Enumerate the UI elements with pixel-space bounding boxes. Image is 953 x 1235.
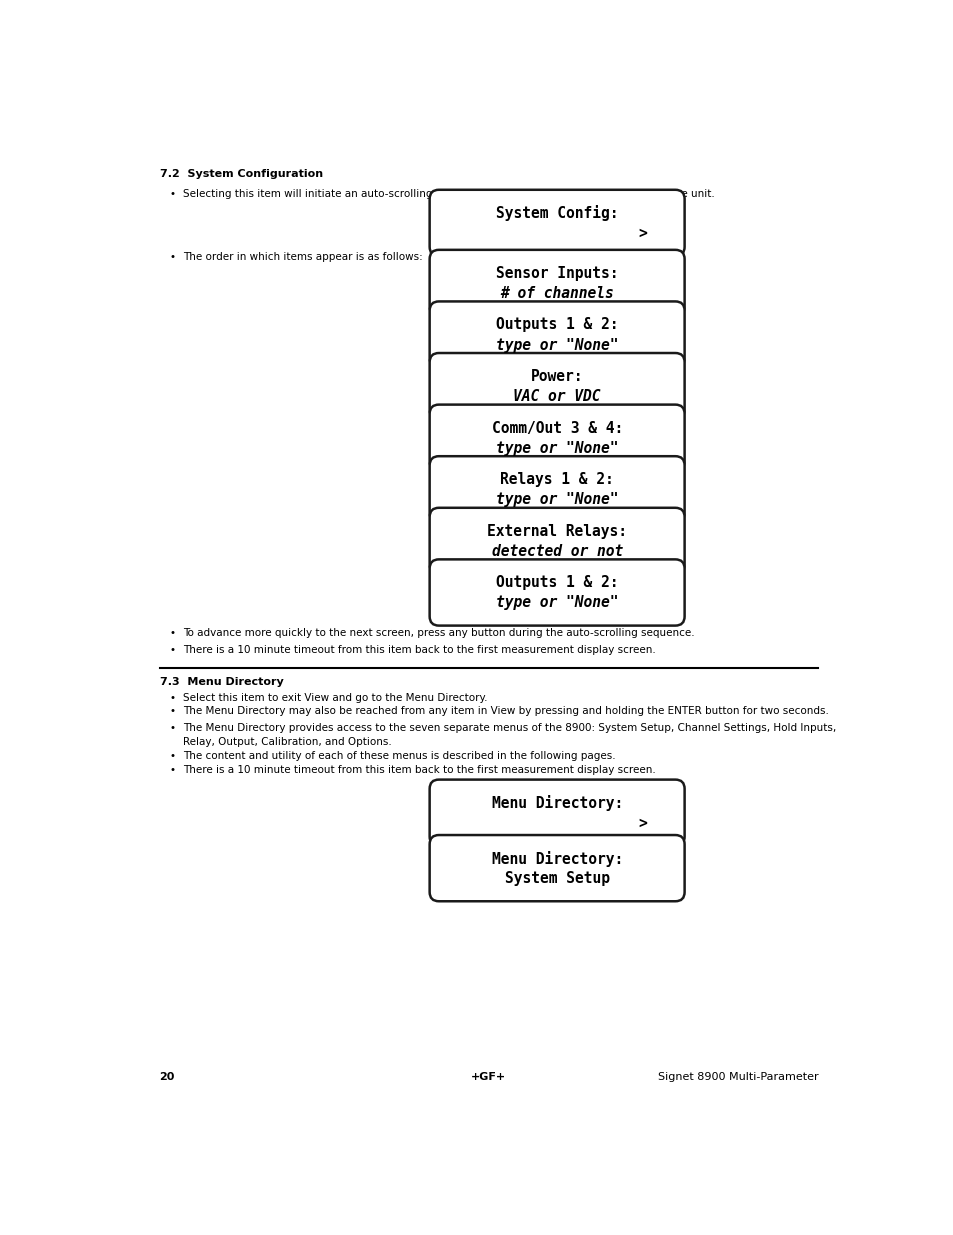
Text: System Config:: System Config:	[496, 205, 618, 221]
Text: Selecting this item will initiate an auto-scrolling inventory of the plug-in mod: Selecting this item will initiate an aut…	[183, 189, 714, 199]
FancyBboxPatch shape	[429, 301, 684, 368]
Text: There is a 10 minute timeout from this item back to the first measurement displa: There is a 10 minute timeout from this i…	[183, 764, 655, 776]
Text: type or "None": type or "None"	[496, 441, 618, 456]
Text: 20: 20	[159, 1072, 174, 1082]
Text: 7.3  Menu Directory: 7.3 Menu Directory	[159, 677, 283, 687]
Text: •: •	[170, 764, 175, 776]
Text: # of channels: # of channels	[499, 287, 614, 301]
Text: Outputs 1 & 2:: Outputs 1 & 2:	[496, 576, 618, 590]
Text: >: >	[638, 815, 646, 831]
Text: Relays 1 & 2:: Relays 1 & 2:	[499, 472, 614, 488]
Text: To advance more quickly to the next screen, press any button during the auto-scr: To advance more quickly to the next scre…	[183, 627, 694, 638]
Text: Menu Directory:: Menu Directory:	[491, 851, 622, 867]
Text: The content and utility of each of these menus is described in the following pag: The content and utility of each of these…	[183, 751, 615, 761]
Text: Sensor Inputs:: Sensor Inputs:	[496, 266, 618, 280]
Text: VAC or VDC: VAC or VDC	[513, 389, 600, 404]
Text: The order in which items appear is as follows:: The order in which items appear is as fo…	[183, 252, 422, 262]
Text: •: •	[170, 751, 175, 761]
FancyBboxPatch shape	[429, 559, 684, 626]
Text: The Menu Directory may also be reached from any item in View by pressing and hol: The Menu Directory may also be reached f…	[183, 706, 828, 716]
Text: type or "None": type or "None"	[496, 493, 618, 508]
Text: •: •	[170, 645, 175, 655]
Text: Relay, Output, Calibration, and Options.: Relay, Output, Calibration, and Options.	[183, 737, 391, 747]
Text: Menu Directory:: Menu Directory:	[491, 795, 622, 811]
FancyBboxPatch shape	[429, 190, 684, 256]
Text: •: •	[170, 724, 175, 734]
FancyBboxPatch shape	[429, 835, 684, 902]
Text: 7.2  System Configuration: 7.2 System Configuration	[159, 169, 322, 179]
Text: Signet 8900 Multi-Parameter: Signet 8900 Multi-Parameter	[657, 1072, 818, 1082]
Text: Outputs 1 & 2:: Outputs 1 & 2:	[496, 317, 618, 332]
FancyBboxPatch shape	[429, 508, 684, 574]
Text: Power:: Power:	[530, 369, 583, 384]
Text: The Menu Directory provides access to the seven separate menus of the 8900: Syst: The Menu Directory provides access to th…	[183, 724, 835, 734]
Text: Select this item to exit View and go to the Menu Directory.: Select this item to exit View and go to …	[183, 693, 487, 703]
FancyBboxPatch shape	[429, 249, 684, 316]
Text: •: •	[170, 252, 175, 262]
Text: type or "None": type or "None"	[496, 595, 618, 610]
Text: type or "None": type or "None"	[496, 337, 618, 352]
Text: System Setup: System Setup	[504, 871, 609, 887]
Text: •: •	[170, 693, 175, 703]
Text: +GF+: +GF+	[471, 1072, 506, 1082]
FancyBboxPatch shape	[429, 353, 684, 419]
Text: External Relays:: External Relays:	[487, 524, 626, 538]
FancyBboxPatch shape	[429, 779, 684, 846]
Text: •: •	[170, 706, 175, 716]
FancyBboxPatch shape	[429, 405, 684, 471]
Text: •: •	[170, 627, 175, 638]
Text: Comm/Out 3 & 4:: Comm/Out 3 & 4:	[491, 421, 622, 436]
Text: There is a 10 minute timeout from this item back to the first measurement displa: There is a 10 minute timeout from this i…	[183, 645, 655, 655]
Text: detected or not: detected or not	[491, 543, 622, 559]
FancyBboxPatch shape	[429, 456, 684, 522]
Text: •: •	[170, 189, 175, 199]
Text: >: >	[638, 226, 646, 241]
